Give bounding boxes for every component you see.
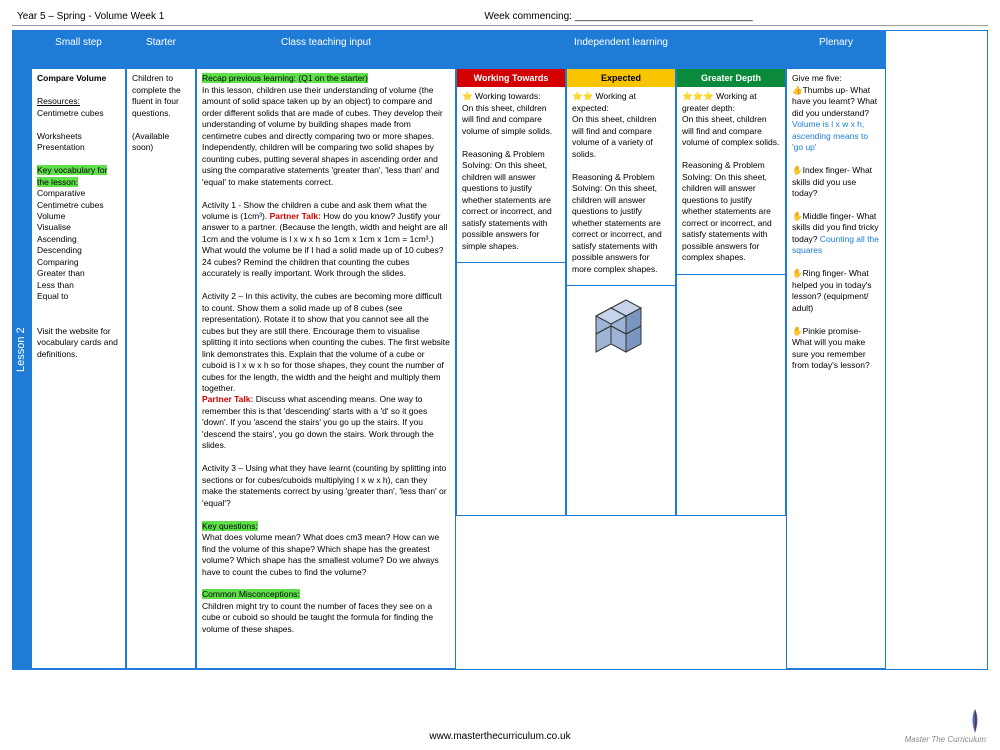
- working-towards-cell: Working Towards ⭐ Working towards: On th…: [456, 68, 566, 515]
- col-teaching: Class teaching input: [196, 31, 456, 68]
- cube-icon: [586, 296, 656, 356]
- teaching-cell: Recap previous learning: (Q1 on the star…: [196, 68, 456, 669]
- starter-cell: Children to complete the fluent in four …: [126, 68, 196, 669]
- lesson-tab: Lesson 2: [12, 30, 30, 670]
- small-step-cell: Compare Volume Resources: Centimetre cub…: [31, 68, 126, 669]
- col-starter: Starter: [126, 31, 196, 68]
- week-commencing: Week commencing: _______________________…: [484, 11, 752, 22]
- footer-url: www.masterthecurriculum.co.uk: [0, 731, 1000, 742]
- page-context: Year 5 – Spring - Volume Week 1: [17, 11, 164, 22]
- col-independent: Independent learning: [456, 31, 786, 68]
- col-plenary: Plenary: [786, 31, 886, 68]
- col-small-step: Small step: [31, 31, 126, 68]
- plenary-cell: Give me five: 👍Thumbs up- What have you …: [786, 68, 886, 669]
- brand-logo: Master The Curriculum: [905, 707, 986, 744]
- expected-cell: Expected ⭐⭐ Working at expected: On this…: [566, 68, 676, 515]
- greater-depth-cell: Greater Depth ⭐⭐⭐ Working at greater dep…: [676, 68, 786, 515]
